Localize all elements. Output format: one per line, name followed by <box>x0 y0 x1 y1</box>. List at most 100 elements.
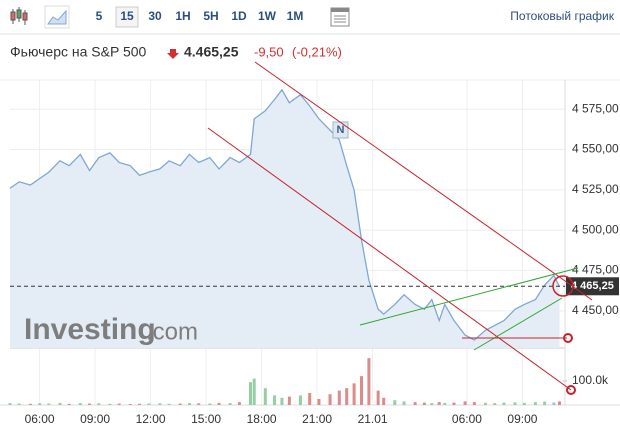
volume-bar <box>367 358 371 405</box>
volume-bar <box>382 397 386 405</box>
drawings <box>207 61 593 395</box>
volume-bar <box>298 395 302 405</box>
volume-bar <box>437 402 441 405</box>
change-percent: (-0,21%) <box>292 44 342 59</box>
volume-bar <box>217 402 221 405</box>
volume-bar <box>522 402 526 405</box>
x-tick-label: 06:00 <box>452 412 482 426</box>
volume-bar <box>422 402 426 405</box>
change: -9,50 <box>254 44 284 59</box>
x-tick-label: 21:00 <box>302 412 332 426</box>
volume-bar <box>47 403 51 405</box>
price-line <box>9 88 561 341</box>
volume-bar <box>443 402 447 405</box>
news-marker: N <box>337 124 345 136</box>
x-tick-label: 06:00 <box>25 412 55 426</box>
volume-bar <box>108 403 112 405</box>
x-tick-label: 09:00 <box>507 412 537 426</box>
volume-bar <box>97 403 101 405</box>
volume-bar <box>533 402 537 405</box>
volume-bar <box>17 403 21 405</box>
volume-bar <box>263 388 267 405</box>
volume-bar <box>117 403 121 405</box>
volume-bar <box>228 403 232 405</box>
volume-bar <box>147 403 151 405</box>
streaming-link[interactable]: Потоковый график <box>510 9 614 23</box>
volume-bar <box>308 392 312 405</box>
interval-button[interactable]: 30 <box>148 9 162 23</box>
volume-bar <box>463 401 467 405</box>
volume-bar <box>360 376 363 405</box>
volume-bar <box>287 396 291 405</box>
volume-bar <box>178 403 182 405</box>
volume-bar <box>452 402 456 405</box>
y-tick-label: 4 525,00 <box>572 182 619 196</box>
table-icon[interactable] <box>330 7 350 27</box>
volume-bar <box>352 383 356 405</box>
volume-bar <box>58 402 62 405</box>
plot: 06:00 09:00 12:00 15:00 18:00 21:00 21.01 06:00… <box>0 80 620 426</box>
volume-bar <box>337 390 341 405</box>
volume-bar <box>402 401 406 405</box>
x-tick-label: 12:00 <box>136 412 166 426</box>
x-tick-label: 21.01 <box>358 412 388 426</box>
area-fill <box>10 89 560 349</box>
volume-bar <box>280 397 284 405</box>
x-tick-label: 18:00 <box>247 412 277 426</box>
interval-button[interactable]: 1D <box>231 9 247 23</box>
volume-bar <box>208 403 212 405</box>
volume-bar <box>158 403 162 405</box>
volume-bar <box>376 390 380 405</box>
active-interval-box <box>115 6 139 28</box>
volume-bar <box>249 382 252 405</box>
interval-button[interactable]: 1W <box>258 9 277 23</box>
volume-bar <box>38 403 42 405</box>
x-tick-label: 09:00 <box>80 412 110 426</box>
interval-button[interactable]: 5H <box>203 9 218 23</box>
volume-bar <box>138 403 141 405</box>
volume-bar <box>273 395 277 405</box>
volume-bar <box>317 398 321 405</box>
volume-bar <box>345 388 349 405</box>
area-icon[interactable] <box>44 5 70 29</box>
y-tick-label: 4 475,00 <box>572 263 619 277</box>
watermark-brand: Investing <box>24 313 156 346</box>
y-tick-label: 4 500,00 <box>572 222 619 236</box>
volume-bar <box>28 403 32 405</box>
interval-button[interactable]: 1M <box>287 9 304 23</box>
y-tick-label: 4 550,00 <box>572 142 619 156</box>
price: 4.465,25 <box>184 44 239 60</box>
volume-bar <box>187 403 191 405</box>
interval-button[interactable]: 5 <box>96 9 103 23</box>
volume-bar <box>552 402 556 405</box>
volume-bar <box>483 402 487 405</box>
interval-button[interactable]: 15 <box>120 9 134 23</box>
volume-bar <box>8 403 12 405</box>
y-tick-label: 4 575,00 <box>572 101 619 115</box>
volume-bar <box>393 400 397 405</box>
volume-bar <box>88 403 92 405</box>
x-tick-label: 15:00 <box>191 412 221 426</box>
volume-bar <box>252 378 256 405</box>
instrument-title: Фьючерс на S&P 500 <box>10 44 147 60</box>
y-tick-label: 4 450,00 <box>572 303 619 317</box>
last-price-label: 4 465,25 <box>571 280 614 292</box>
volume-bar <box>237 402 241 405</box>
down-arrow <box>167 49 179 59</box>
volume-bar <box>197 403 201 405</box>
watermark-suffix: .com <box>146 318 198 345</box>
volume-tick-label: 100.0k <box>572 373 609 387</box>
volume-bar <box>472 402 476 405</box>
interval-button[interactable]: 1H <box>175 9 190 23</box>
volume-bar <box>67 403 71 405</box>
volume-bar <box>493 403 497 405</box>
volume-bar <box>543 401 547 405</box>
volume-bar <box>430 403 434 405</box>
volume-bar <box>167 403 171 405</box>
volume-bar <box>513 402 517 405</box>
candle-icon[interactable] <box>10 7 28 25</box>
volume-bar <box>413 402 417 405</box>
volume-bar <box>557 401 561 405</box>
